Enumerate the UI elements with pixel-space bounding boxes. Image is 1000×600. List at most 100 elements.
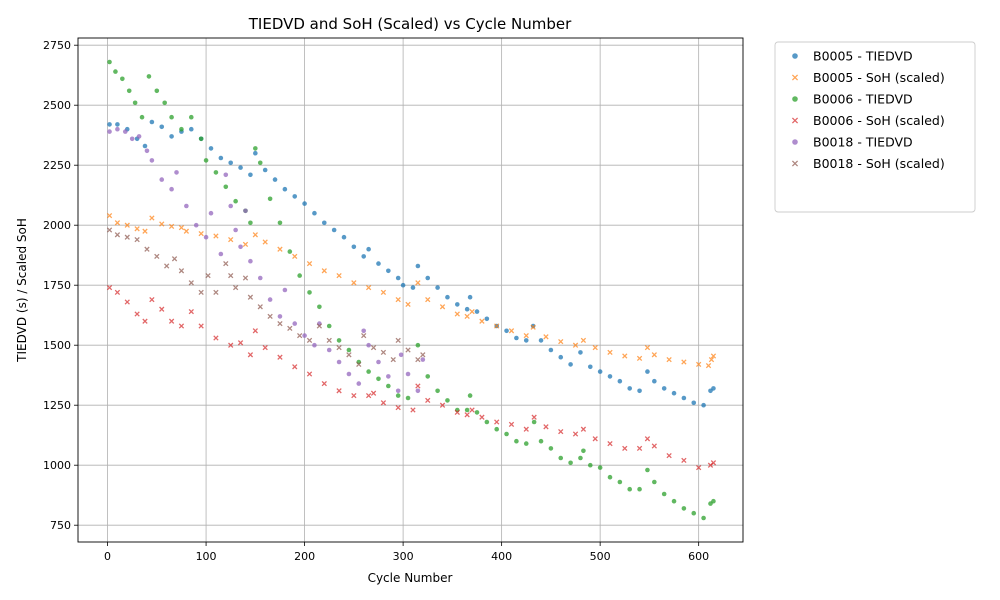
data-point <box>405 395 411 401</box>
data-point <box>435 285 440 290</box>
series-6 <box>106 227 426 368</box>
data-point <box>178 224 185 231</box>
plot-area <box>78 38 743 542</box>
y-tick-label: 2500 <box>43 99 71 112</box>
data-point <box>262 344 268 351</box>
data-point <box>233 227 238 233</box>
data-point <box>336 338 342 343</box>
data-point <box>366 369 371 374</box>
data-point <box>622 353 628 359</box>
data-point <box>228 236 234 243</box>
data-point <box>467 393 473 398</box>
data-point <box>321 380 327 387</box>
data-point <box>395 388 401 394</box>
y-tick-label: 750 <box>50 519 71 532</box>
data-point <box>188 280 194 286</box>
data-point <box>652 378 657 384</box>
data-point <box>661 491 667 497</box>
data-point <box>538 338 544 343</box>
data-point <box>651 443 657 449</box>
data-point <box>134 236 140 243</box>
data-point <box>149 296 155 303</box>
data-point <box>400 282 406 288</box>
data-point <box>681 359 687 365</box>
data-point <box>597 369 603 374</box>
data-point <box>159 124 165 130</box>
data-point <box>366 246 371 252</box>
legend-label: B0006 - TIEDVD <box>813 92 913 107</box>
data-point <box>277 246 283 252</box>
data-point <box>617 479 623 485</box>
data-point <box>578 455 583 461</box>
data-point <box>114 289 121 296</box>
data-point <box>454 302 460 307</box>
data-point <box>370 390 377 396</box>
data-point <box>607 349 613 356</box>
data-point <box>710 460 717 466</box>
data-point <box>543 424 549 430</box>
legend-entry: B0005 - TIEDVD <box>792 49 913 64</box>
data-point <box>149 215 155 221</box>
data-point <box>592 436 598 442</box>
data-point <box>306 260 313 267</box>
data-point <box>341 234 347 240</box>
data-point <box>439 304 446 310</box>
data-point <box>671 498 677 504</box>
legend-marker <box>791 160 799 167</box>
data-point <box>530 324 536 330</box>
data-point <box>252 328 258 334</box>
data-point <box>464 306 470 312</box>
data-point <box>122 129 128 134</box>
data-point <box>398 352 404 358</box>
data-point <box>420 352 426 358</box>
data-point <box>454 409 460 416</box>
data-point <box>651 352 657 358</box>
data-point <box>558 354 564 360</box>
data-point <box>132 100 138 106</box>
x-tick-label: 0 <box>104 550 111 563</box>
data-point <box>178 268 185 274</box>
series-4 <box>106 284 717 471</box>
data-point <box>321 220 327 226</box>
data-point <box>484 419 490 425</box>
data-point <box>464 412 470 418</box>
legend: B0005 - TIEDVD B0005 - SoH (scaled) B0006 … <box>774 41 976 213</box>
data-point <box>213 335 219 341</box>
data-point <box>435 388 440 394</box>
data-point <box>213 170 219 175</box>
series-5 <box>107 126 426 394</box>
data-point <box>386 383 391 389</box>
data-point <box>164 263 170 269</box>
data-point <box>198 136 204 142</box>
data-point <box>386 268 391 274</box>
data-point <box>380 400 387 406</box>
data-point <box>198 230 204 237</box>
y-tick-label: 2750 <box>43 39 71 52</box>
data-point <box>390 356 396 363</box>
data-point <box>287 249 293 254</box>
data-point <box>336 359 342 365</box>
data-point <box>106 284 113 291</box>
data-point <box>203 158 209 163</box>
data-point <box>228 272 234 279</box>
data-point <box>531 419 537 425</box>
data-point <box>405 347 411 353</box>
data-point <box>415 356 421 363</box>
data-point <box>469 308 475 315</box>
chart-title: TIEDVD and SoH (Scaled) vs Cycle Number <box>248 15 572 33</box>
x-tick-label: 500 <box>590 550 611 563</box>
data-point <box>242 275 249 281</box>
data-point <box>439 402 446 408</box>
data-point <box>636 355 643 362</box>
data-point <box>696 464 702 471</box>
data-point <box>376 376 381 382</box>
data-point <box>247 294 254 300</box>
data-point <box>247 352 254 358</box>
data-point <box>558 455 564 461</box>
legend-label: B0005 - SoH (scaled) <box>813 70 945 85</box>
series-3 <box>107 59 716 521</box>
data-point <box>228 160 234 166</box>
data-point <box>538 438 544 444</box>
data-point <box>445 398 450 403</box>
